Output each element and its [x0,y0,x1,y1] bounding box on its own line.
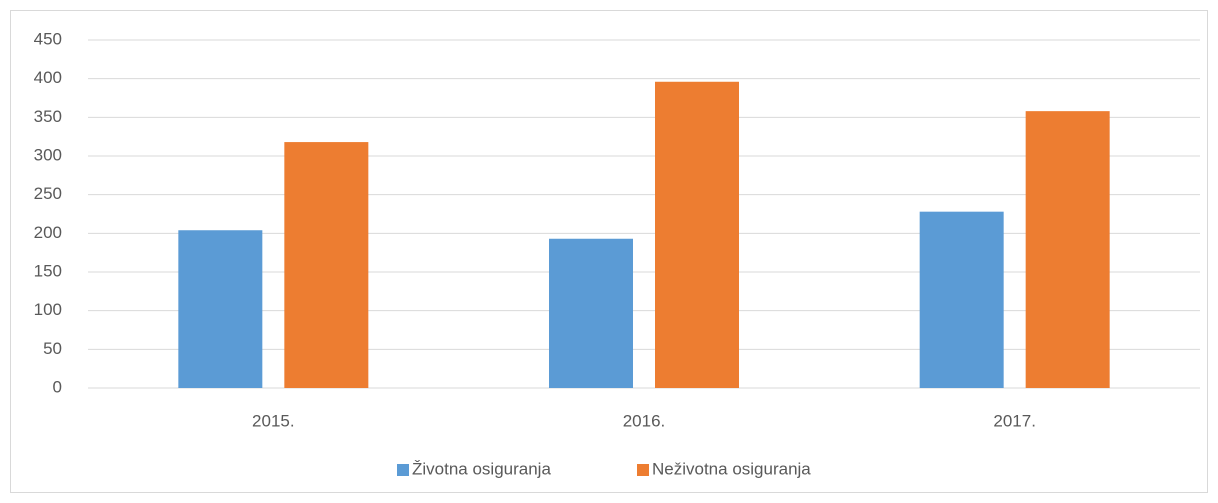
y-tick-label: 50 [43,339,62,358]
legend-swatch [637,464,649,476]
legend-label: Neživotna osiguranja [652,459,811,478]
y-tick-label: 0 [53,377,62,396]
y-tick-label: 150 [34,261,62,280]
bar [1025,111,1110,388]
legend-swatch [397,464,409,476]
x-tick-label: 2015. [252,411,295,430]
y-tick-label: 100 [34,300,62,319]
legend-label: Životna osiguranja [412,459,551,478]
bar [549,238,633,388]
y-tick-label: 350 [34,107,62,126]
bar [655,81,739,388]
bar [178,230,263,388]
y-tick-label: 300 [34,145,62,164]
x-tick-label: 2016. [623,411,666,430]
y-tick-label: 400 [34,68,62,87]
y-tick-label: 200 [34,223,62,242]
y-tick-label: 250 [34,184,62,203]
x-tick-label: 2017. [993,411,1036,430]
y-tick-label: 450 [34,29,62,48]
bar [284,142,369,388]
bar [919,211,1004,388]
